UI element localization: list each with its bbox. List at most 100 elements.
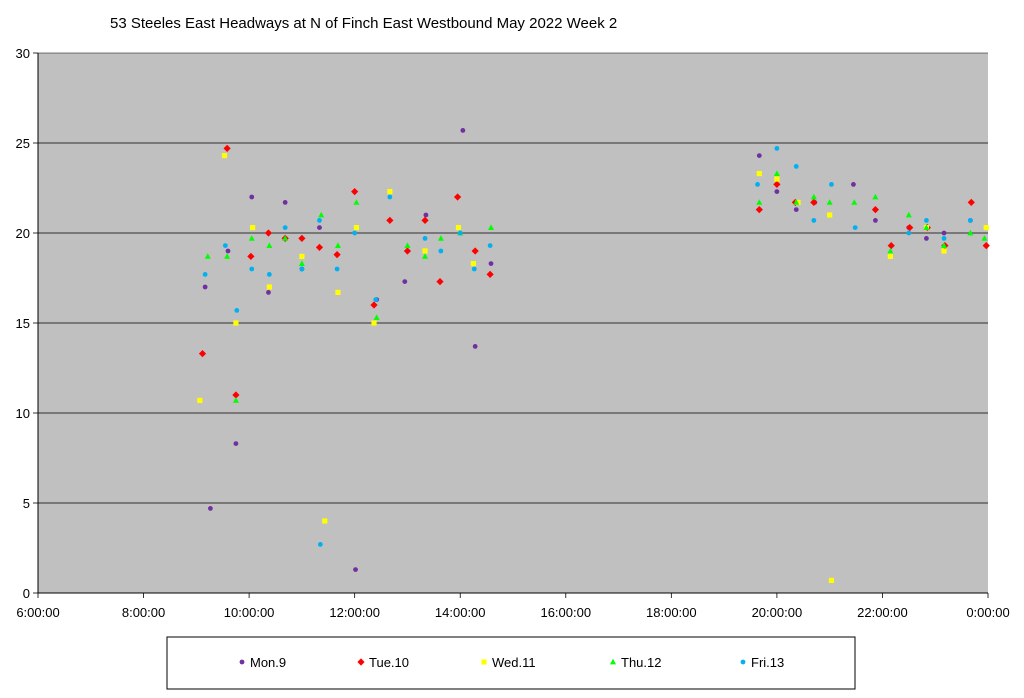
data-point	[266, 290, 271, 295]
data-point	[887, 247, 894, 254]
data-point	[333, 251, 341, 259]
y-tick-label: 25	[16, 136, 30, 151]
data-point	[422, 253, 429, 259]
data-point	[756, 153, 762, 159]
data-point	[773, 170, 780, 176]
data-point	[488, 224, 495, 230]
legend-label: Thu.12	[621, 655, 661, 670]
data-point	[353, 199, 360, 205]
data-point	[233, 320, 239, 326]
data-point	[793, 199, 800, 205]
data-point	[249, 266, 255, 272]
x-tick-label: 16:00:00	[540, 605, 591, 620]
data-point	[197, 397, 203, 403]
data-point	[373, 314, 380, 320]
data-point	[967, 198, 975, 206]
data-point	[793, 207, 799, 213]
data-point	[202, 272, 208, 277]
data-point	[352, 230, 358, 236]
data-point	[887, 253, 893, 259]
data-point	[851, 199, 858, 205]
data-point	[334, 242, 341, 248]
x-tick-label: 0:00:00	[966, 605, 1009, 620]
data-point	[402, 279, 408, 284]
data-point	[887, 242, 895, 250]
data-point	[810, 198, 818, 206]
data-point	[811, 218, 817, 223]
data-point	[334, 266, 340, 272]
legend-label: Fri.13	[751, 655, 784, 670]
x-tick-label: 14:00:00	[435, 605, 486, 620]
y-tick-label: 20	[16, 226, 30, 241]
data-point	[755, 182, 760, 187]
data-point	[873, 218, 878, 223]
data-point	[222, 243, 228, 249]
data-point	[422, 236, 428, 241]
data-point	[941, 236, 947, 241]
y-tick-label: 15	[16, 316, 30, 331]
y-axis-ticks: 0 5 10 15 20 25 30	[16, 46, 38, 601]
data-point	[828, 577, 835, 583]
y-tick-label: 5	[23, 496, 30, 511]
data-point	[471, 266, 477, 272]
data-point	[317, 542, 323, 547]
data-point	[198, 350, 207, 358]
data-point	[967, 229, 974, 236]
data-point	[488, 261, 494, 266]
data-point	[318, 211, 325, 218]
data-point	[387, 194, 393, 200]
data-point	[923, 224, 930, 230]
data-point	[208, 506, 213, 511]
legend-label: Tue.10	[369, 655, 409, 670]
data-point	[981, 235, 988, 241]
data-point	[438, 248, 444, 254]
data-point	[282, 225, 288, 231]
data-point	[373, 297, 379, 302]
y-tick-label: 10	[16, 406, 30, 421]
data-point	[774, 146, 780, 151]
x-tick-label: 6:00:00	[16, 605, 59, 620]
data-point	[774, 189, 780, 195]
x-tick-label: 20:00:00	[752, 605, 803, 620]
legend-entry: Thu.12	[610, 655, 661, 670]
data-point	[755, 206, 763, 214]
data-point	[457, 230, 463, 236]
series-fri-13	[202, 146, 973, 547]
data-point	[421, 216, 429, 224]
data-point	[851, 182, 856, 187]
data-point	[386, 216, 394, 224]
data-point	[247, 252, 255, 260]
data-point	[906, 224, 914, 232]
legend-marker	[239, 659, 245, 665]
data-point	[829, 182, 834, 187]
data-point	[221, 153, 228, 159]
legend-marker	[610, 658, 616, 665]
x-tick-label: 12:00:00	[329, 605, 380, 620]
data-point	[225, 248, 231, 254]
data-point	[234, 308, 240, 313]
data-point	[437, 235, 444, 241]
data-point	[460, 127, 466, 133]
data-point	[264, 229, 273, 237]
data-point	[486, 270, 494, 278]
legend-box	[166, 636, 856, 690]
data-point	[422, 248, 428, 254]
series-tue-10	[198, 144, 990, 399]
data-point	[266, 284, 272, 290]
data-point	[436, 278, 444, 286]
data-point	[282, 200, 288, 205]
x-axis-ticks: 6:00:00 8:00:00 10:00:00 12:00:00 14:00:00 16…	[16, 593, 1010, 620]
data-point	[266, 242, 273, 248]
data-point	[335, 289, 341, 295]
data-point	[871, 206, 880, 214]
data-point	[298, 234, 306, 242]
data-point	[455, 225, 462, 231]
data-point	[250, 225, 256, 231]
series-thu-12	[204, 170, 988, 403]
data-point	[941, 248, 947, 254]
x-tick-label: 8:00:00	[122, 605, 165, 620]
data-point	[371, 320, 377, 326]
data-point	[487, 243, 493, 249]
data-point	[905, 211, 912, 218]
